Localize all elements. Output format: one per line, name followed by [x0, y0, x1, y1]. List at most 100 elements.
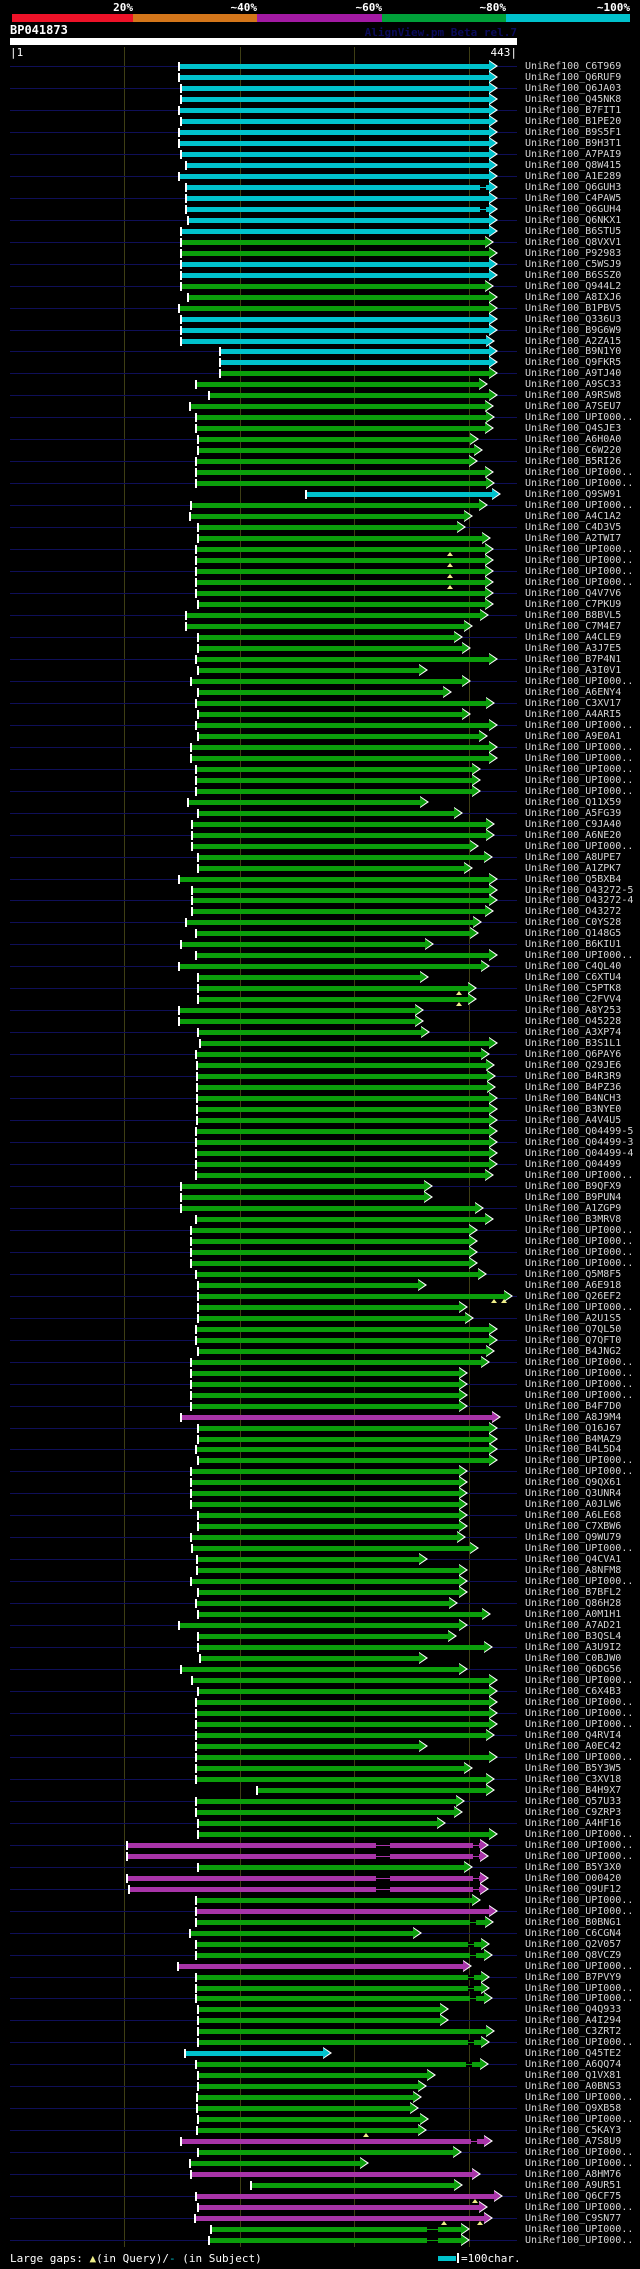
query-ruler-bar: [10, 38, 517, 45]
alignment-arrowhead: [486, 1730, 493, 1740]
alignment-arrowhead: [464, 511, 471, 521]
alignment-start-tick: [180, 282, 182, 291]
alignment-bar: [196, 1140, 490, 1145]
hit-label: UniRef100_UPI000..: [525, 1895, 634, 1906]
hit-label: UniRef100_A7AD21: [525, 1620, 622, 1631]
alignment-arrowhead: [486, 336, 493, 346]
alignment-bar: [198, 2084, 419, 2089]
alignment-bar: [196, 1766, 465, 1771]
hit-label: UniRef100_A6QQ74: [525, 2059, 622, 2070]
alignment-bar: [191, 1469, 460, 1474]
alignment-bar: [196, 1898, 473, 1903]
hit-label: UniRef100_UPI000..: [525, 1170, 634, 1181]
alignment-bar: [196, 1744, 420, 1749]
alignment-arrowhead: [485, 588, 492, 598]
alignment-arrowhead: [489, 1159, 496, 1169]
hit-label: UniRef100_UPI000..: [525, 2037, 634, 2048]
alignment-start-tick: [178, 106, 180, 115]
identity-scale-segment: [257, 14, 382, 22]
alignment-start-tick: [196, 2104, 198, 2113]
alignment-arrowhead: [484, 2213, 491, 2223]
alignment-bar: [196, 1920, 486, 1925]
hit-label: UniRef100_Q5M8F5: [525, 1269, 622, 1280]
alignment-arrowhead: [489, 314, 496, 324]
alignment-bar: [220, 371, 490, 376]
alignment-start-tick: [190, 501, 192, 510]
alignment-bar: [196, 591, 486, 596]
alignment-start-tick: [195, 1171, 197, 1180]
hit-label: UniRef100_Q3UNR4: [525, 1488, 622, 1499]
hit-label: UniRef100_Q148G5: [525, 928, 622, 939]
gap-legend: Large gaps: ▲(in Query)/- (in Subject): [10, 2252, 262, 2265]
hit-label: UniRef100_A1ZPK7: [525, 863, 622, 874]
alignment-start-tick: [178, 139, 180, 148]
alignment-bar: [181, 942, 426, 947]
alignment-start-tick: [190, 1226, 192, 1235]
alignment-arrowhead: [469, 1247, 476, 1257]
alignment-bar: [188, 218, 490, 223]
alignment-bar: [198, 1524, 460, 1529]
alignment-start-tick: [195, 765, 197, 774]
alignment-start-tick: [180, 150, 182, 159]
hit-label: UniRef100_A4C1A2: [525, 511, 622, 522]
alignment-arrowhead: [454, 1807, 461, 1817]
alignment-arrowhead: [459, 1576, 466, 1586]
hit-label: UniRef100_UPI000..: [525, 753, 634, 764]
alignment-bar: [181, 273, 490, 278]
alignment-start-tick: [197, 732, 199, 741]
hit-label: UniRef100_A9TJ40: [525, 368, 622, 379]
alignment-start-tick: [197, 600, 199, 609]
alignment-bar: [181, 317, 490, 322]
hit-label: UniRef100_UPI000..: [525, 412, 634, 423]
hit-label: UniRef100_B7PVY9: [525, 1972, 622, 1983]
hit-label: UniRef100_A9SC33: [525, 379, 622, 390]
alignment-arrowhead: [479, 731, 486, 741]
hit-label: UniRef100_UPI000..: [525, 1258, 634, 1269]
alignment-bar: [196, 2062, 481, 2067]
alignment-arrowhead: [443, 687, 450, 697]
alignment-bar: [198, 2117, 421, 2122]
alignment-bar: [198, 2018, 441, 2023]
alignment-start-tick: [190, 1380, 192, 1389]
hit-label: UniRef100_B7P4N1: [525, 654, 622, 665]
alignment-start-tick: [195, 567, 197, 576]
alignment-arrowhead: [481, 1972, 488, 1982]
legend-prefix: Large gaps:: [10, 2252, 90, 2265]
identity-scale-segment: [382, 14, 506, 22]
alignment-arrowhead: [419, 1554, 426, 1564]
alignment-start-tick: [197, 864, 199, 873]
alignment-start-tick: [195, 776, 197, 785]
alignment-bar: [196, 415, 487, 420]
alignment-bar: [197, 1085, 488, 1090]
alignment-bar: [190, 2161, 361, 2166]
alignment-bar: [178, 1964, 464, 1969]
alignment-bar: [191, 1404, 460, 1409]
hit-label: UniRef100_UPI000..: [525, 478, 634, 489]
hit-label: UniRef100_B5Y3W5: [525, 1763, 622, 1774]
query-gap-marker: [447, 585, 453, 589]
alignment-bar: [196, 1777, 487, 1782]
hit-label: UniRef100_Q04499: [525, 1159, 622, 1170]
hit-label: UniRef100_Q04499-5: [525, 1126, 634, 1137]
alignment-start-tick: [197, 984, 199, 993]
alignment-start-tick: [178, 73, 180, 82]
hit-label: UniRef100_UPI000..: [525, 1379, 634, 1390]
hit-label: UniRef100_UPI000..: [525, 786, 634, 797]
alignment-start-tick: [187, 216, 189, 225]
alignment-arrowhead: [489, 1906, 496, 1916]
subject-gap-thin-line: [376, 1845, 390, 1846]
alignment-arrowhead: [456, 1796, 463, 1806]
alignment-arrowhead: [489, 1719, 496, 1729]
alignment-start-tick: [195, 468, 197, 477]
alignment-start-tick: [197, 809, 199, 818]
alignment-start-tick: [197, 1303, 199, 1312]
alignment-start-tick: [195, 1984, 197, 1993]
subject-gap-thin-line: [480, 187, 486, 188]
hit-label: UniRef100_Q26EF2: [525, 1291, 622, 1302]
alignment-start-tick: [190, 2170, 192, 2179]
alignment-bar: [196, 1700, 490, 1705]
hit-label: UniRef100_Q6GUH4: [525, 204, 622, 215]
alignment-start-tick: [190, 1237, 192, 1246]
alignment-bar: [198, 1294, 505, 1299]
alignment-start-tick: [190, 1248, 192, 1257]
